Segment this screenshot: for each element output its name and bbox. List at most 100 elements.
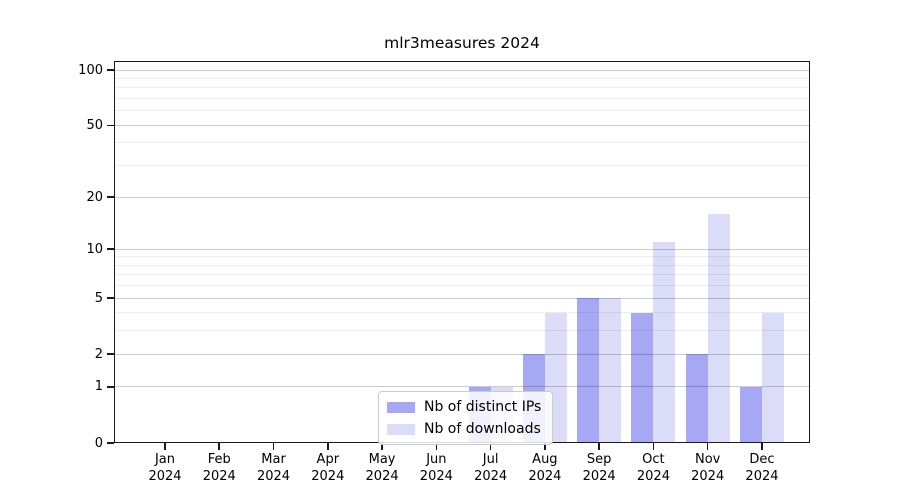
bar-distinct-ips [631,312,654,443]
x-tick-mark [544,443,546,450]
y-tick-label: 5 [94,290,103,306]
x-tick-mark [652,443,655,450]
gridline-major [114,297,810,299]
x-tick-year: 2024 [745,469,779,484]
x-tick-year: 2024 [202,469,236,484]
legend-swatch [387,401,415,413]
bar-downloads [653,242,676,443]
gridline-major [114,124,810,126]
x-tick-year: 2024 [691,469,725,484]
x-tick-mark [218,443,221,450]
gridline-major [114,386,810,388]
gridline-minor [114,285,810,287]
x-tick-year: 2024 [582,469,616,484]
y-tick-label: 20 [86,189,103,205]
legend-row: Nb of downloads [387,420,541,438]
x-tick-month: Jan [154,452,176,467]
gridline-minor [114,142,810,144]
x-tick-month: Oct [642,452,665,467]
x-tick-mark [327,443,329,450]
y-tick-label: 0 [94,435,103,451]
gridline-major [114,69,810,71]
gridline-minor [114,264,810,266]
x-tick-label: Sep 2024 [572,451,626,485]
legend-label: Nb of downloads [424,421,541,437]
y-tick-mark [107,196,114,198]
x-tick-month: Feb [207,452,231,467]
x-tick-label: Dec 2024 [735,451,789,485]
x-tick-mark [706,443,709,450]
gridline-minor [114,165,810,167]
bar-distinct-ips [577,298,600,443]
y-tick-label: 100 [78,62,103,78]
y-tick-mark [107,353,114,356]
gridline-minor [114,110,810,112]
y-tick-mark [107,124,114,127]
y-tick-mark [107,69,114,71]
x-tick-month: Jul [482,452,499,467]
bar-distinct-ips [739,386,762,443]
x-tick-mark [761,443,763,450]
y-tick-mark [107,248,114,251]
x-tick-month: Nov [695,452,721,467]
x-tick-year: 2024 [636,469,670,484]
gridline-minor [114,98,810,100]
x-tick-month: Apr [316,452,340,467]
y-tick-label: 2 [94,346,103,362]
x-tick-month: Jun [426,452,447,467]
x-tick-year: 2024 [528,469,562,484]
x-tick-year: 2024 [256,469,291,484]
y-tick-label: 1 [94,379,103,395]
y-tick-mark [107,386,114,388]
x-tick-year: 2024 [474,469,508,484]
gridline-minor [114,274,810,276]
bar-distinct-ips [685,354,708,443]
x-tick-label: Feb 2024 [192,451,246,485]
chart-title: mlr3measures 2024 [384,34,540,52]
gridline-major [114,353,810,355]
x-tick-mark [598,443,600,450]
y-tick-label: 50 [86,117,103,133]
x-tick-label: Jul 2024 [464,451,518,485]
x-tick-year: 2024 [148,469,182,484]
x-tick-label: Jun 2024 [409,451,463,485]
x-tick-mark [435,443,438,450]
x-tick-mark [489,443,492,450]
plot-border [114,61,810,443]
gridline-minor [114,312,810,314]
x-tick-mark [381,443,383,450]
x-tick-month: Dec [749,452,775,467]
x-tick-label: Jan 2024 [138,451,192,485]
y-tick-label: 10 [86,241,103,257]
x-tick-mark [164,443,166,450]
legend: Nb of distinct IPs Nb of downloads [378,391,554,445]
y-tick-mark [107,442,114,444]
x-tick-month: Aug [532,452,558,467]
x-tick-label: Nov 2024 [681,451,735,485]
gridline-major [114,196,810,198]
bar-downloads [761,312,784,443]
x-tick-year: 2024 [419,469,453,484]
gridline-minor [114,78,810,80]
x-tick-month: May [368,452,396,467]
legend-row: Nb of distinct IPs [387,398,541,416]
legend-label: Nb of distinct IPs [424,399,542,415]
legend-swatch [387,423,415,435]
x-tick-label: May 2024 [355,451,409,485]
gridline-minor [114,87,810,89]
y-tick-mark [107,297,114,300]
gridline-major [114,248,810,250]
x-tick-month: Sep [586,452,612,467]
x-tick-label: Apr 2024 [301,451,355,485]
x-tick-label: Oct 2024 [626,451,680,485]
x-tick-label: Aug 2024 [518,451,572,485]
bar-downloads [707,214,730,443]
gridline-minor [114,256,810,258]
x-tick-year: 2024 [311,469,345,484]
bar-downloads [599,298,622,443]
x-tick-year: 2024 [365,469,399,484]
x-tick-mark [272,443,275,450]
gridline-minor [114,330,810,332]
x-tick-label: Mar 2024 [247,451,301,485]
